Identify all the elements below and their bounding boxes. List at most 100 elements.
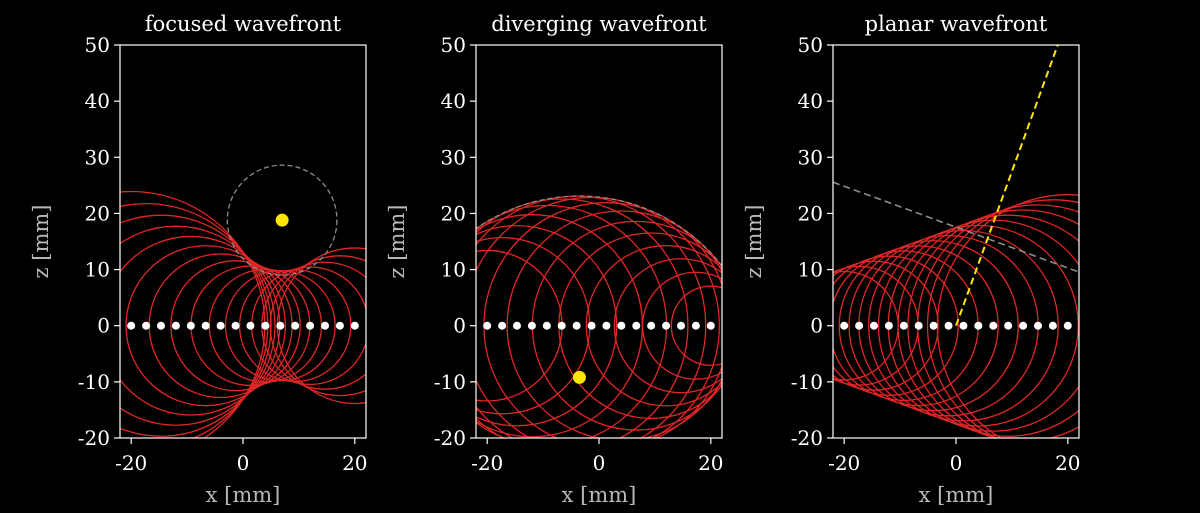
y-tick-label: 40 [798, 89, 823, 113]
plot-area [120, 164, 366, 438]
y-tick-label: 50 [798, 33, 823, 57]
wavefront-envelope [476, 195, 722, 268]
transducer-element [542, 321, 551, 330]
wave-circle [897, 214, 1079, 437]
transducer-element [246, 321, 255, 330]
wave-circle [670, 285, 722, 367]
y-tick-label: 10 [798, 258, 823, 282]
wave-circle [926, 199, 1079, 438]
transducer-element [617, 321, 626, 330]
wave-circle [269, 255, 366, 397]
y-axis-label: z [mm] [385, 205, 409, 279]
transducer-element [276, 321, 285, 330]
wave-circle [613, 258, 722, 394]
y-tick-label: 10 [441, 258, 466, 282]
axes-frame [475, 44, 723, 439]
beam-direction-line [955, 45, 1059, 327]
axes-frame [119, 44, 367, 439]
focal-point [275, 213, 289, 227]
transducer-element [1004, 321, 1013, 330]
transducer-element [291, 321, 300, 330]
y-tick-label: -10 [434, 370, 466, 394]
transducer-element [156, 321, 165, 330]
x-tick-label: 0 [237, 451, 250, 475]
transducer-element [677, 321, 686, 330]
transducer-element [662, 321, 671, 330]
transducer-element [1019, 321, 1028, 330]
chart-title: focused wavefront [145, 12, 342, 36]
wave-circle [120, 225, 276, 426]
y-tick-label: -10 [791, 370, 823, 394]
wave-circle [833, 255, 959, 396]
transducer-element [974, 321, 983, 330]
transducer-element [335, 321, 344, 330]
plot-area [833, 45, 1079, 438]
y-tick-label: 20 [798, 201, 823, 225]
transducer-element [840, 321, 849, 330]
y-tick-label: 50 [441, 33, 466, 57]
transducer-element [127, 321, 136, 330]
chart-title: planar wavefront [865, 12, 1048, 36]
transducer-element [572, 321, 581, 330]
wave-circle [170, 260, 301, 392]
y-tick-label: 40 [441, 89, 466, 113]
y-tick-label: 50 [85, 33, 110, 57]
x-tick-label: 0 [950, 451, 963, 475]
transducer-element [899, 321, 908, 330]
transducer-element [587, 321, 596, 330]
y-axis-label: z [mm] [742, 205, 766, 279]
transducer-element [989, 321, 998, 330]
wave-circle [848, 240, 1019, 412]
transducer-element [186, 321, 195, 330]
x-axis-label: x [mm] [206, 483, 281, 507]
x-tick-label: 20 [342, 451, 367, 475]
y-tick-label: -10 [78, 370, 110, 394]
x-tick-label: -20 [828, 451, 860, 475]
focus-circle [226, 164, 338, 276]
transducer-element [261, 321, 270, 330]
y-tick-label: 20 [85, 201, 110, 225]
virtual-source [572, 370, 586, 384]
transducer-element [557, 321, 566, 330]
wave-circle [476, 198, 689, 438]
wave-circle [877, 224, 1079, 427]
wave-circle [476, 224, 618, 427]
transducer-element [171, 321, 180, 330]
transducer-element [706, 321, 715, 330]
transducer-element [483, 321, 492, 330]
transducer-element [959, 321, 968, 330]
plot-area [476, 195, 722, 438]
transducer-element [306, 321, 315, 330]
chart-panel-diverging: -20 0 20 -20 -10 0 10 20 30 40 50 diverging wavefro… [385, 12, 724, 507]
wave-circle [224, 270, 336, 382]
transducer-element [944, 321, 953, 330]
y-tick-label: -20 [791, 426, 823, 450]
y-tick-label: 10 [85, 258, 110, 282]
wave-circle [585, 244, 722, 407]
x-tick-label: -20 [471, 451, 503, 475]
transducer-element [1063, 321, 1072, 330]
transducer-element [498, 321, 507, 330]
y-tick-label: 0 [97, 314, 110, 338]
chart-panel-planar: -20 0 20 -20 -10 0 10 20 30 40 50 planar wavefront x… [742, 12, 1081, 507]
wave-circle [833, 260, 939, 391]
transducer-element [691, 321, 700, 330]
y-tick-label: 20 [441, 201, 466, 225]
transducer-element [855, 321, 864, 330]
y-tick-label: 30 [441, 145, 466, 169]
chart-title: diverging wavefront [491, 12, 707, 36]
wave-circle [476, 195, 707, 438]
transducer-element [350, 321, 359, 330]
x-tick-label: -20 [115, 451, 147, 475]
transducer-element [647, 321, 656, 330]
y-tick-label: 30 [798, 145, 823, 169]
y-axis-label: z [mm] [29, 205, 53, 279]
transducer-element [142, 321, 151, 330]
transducer-element [216, 321, 225, 330]
wave-circle [120, 214, 272, 437]
transducer-element [1034, 321, 1043, 330]
wave-circle [641, 271, 722, 380]
x-axis-label: x [mm] [919, 483, 994, 507]
wave-circle [907, 209, 1079, 438]
